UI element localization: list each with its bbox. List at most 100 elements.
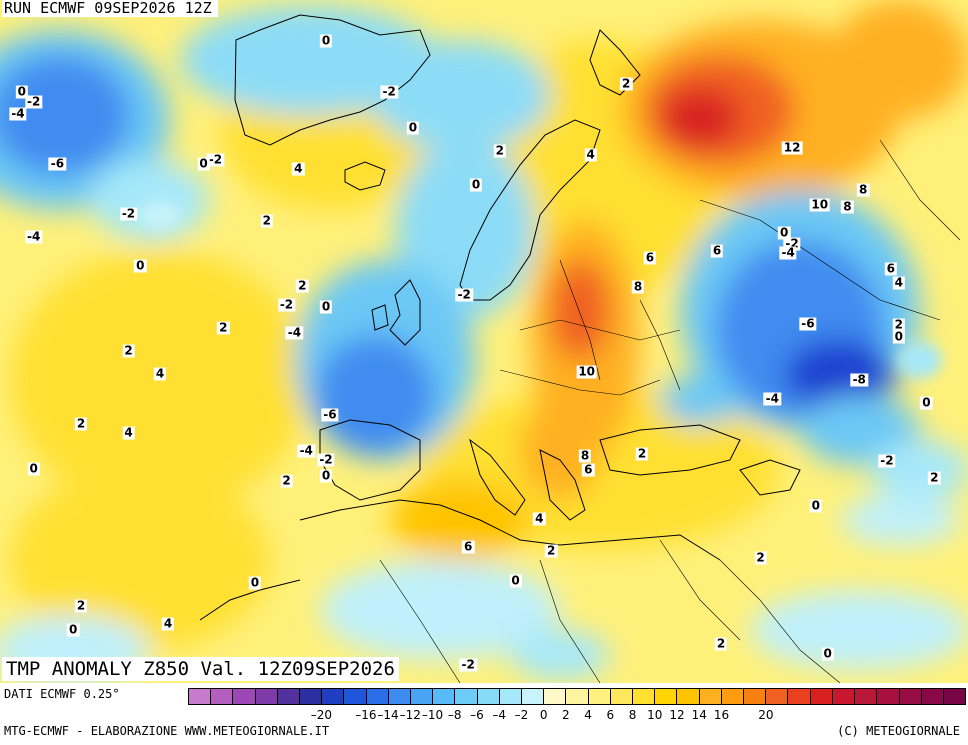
data-source-label: DATI ECMWF 0.25° [4, 687, 120, 701]
contour-label: 0 [27, 461, 40, 476]
colorbar-swatch [877, 689, 900, 704]
contour-label: 4 [122, 425, 135, 440]
colorbar-tick-label: 8 [628, 708, 637, 722]
colorbar-swatch [588, 689, 611, 704]
colorbar-swatch [411, 689, 434, 704]
colorbar-tick-label: –4 [492, 708, 507, 722]
colorbar-swatch [744, 689, 767, 704]
contour-label: 8 [857, 182, 870, 197]
colorbar-tick-label: –10 [421, 708, 444, 722]
anomaly-map[interactable]: 0 0 -2 -4 -6 -2 0 2 -2 0 4 2 4 12 0 8 -2 10 8 2 -4 0 -2 -4 6 6 0 6 4… [0, 0, 968, 683]
contour-label: 0 [406, 120, 420, 135]
colorbar-swatch [810, 689, 833, 704]
colorbar-tick-label: –2 [514, 708, 529, 722]
balkans-coast [539, 449, 586, 521]
contour-label: -2 [380, 84, 398, 98]
contour-label: 4 [892, 275, 905, 290]
colorbar-swatch [699, 689, 722, 704]
contour-label: 2 [296, 278, 309, 293]
contour-label: 2 [544, 543, 558, 558]
contour-label: 0 [821, 646, 834, 661]
anomaly-field [0, 0, 968, 683]
colorbar-tick-label: 10 [647, 708, 663, 722]
contour-label: -2 [317, 452, 335, 467]
contour-label: 2 [754, 550, 767, 565]
contour-label: 2 [74, 598, 88, 613]
west-africa-coast [199, 579, 301, 621]
iceland-coast [344, 161, 386, 191]
contour-label: 8 [841, 199, 854, 214]
contour-label: 0 [319, 299, 333, 314]
contour-label: -2 [25, 94, 43, 109]
contour-label: -2 [206, 152, 225, 167]
colorbar-tick-label: 2 [562, 708, 570, 722]
colorbar-swatch [855, 689, 878, 704]
colorbar-swatch [189, 689, 212, 704]
contour-label: 2 [635, 446, 649, 461]
contour-label: 0 [469, 177, 483, 192]
colorbar-ticks: –20 –16 –14 –12 –10 –8 –6 –4 –2 0 2 4 6 8 10 12 14 16 20 [188, 708, 966, 722]
colorbar-swatch [832, 689, 856, 704]
contour-label: 0 [67, 622, 80, 637]
contour-label: 12 [781, 140, 803, 155]
contour-label: 6 [884, 261, 898, 276]
colorbar-tick-label: 14 [691, 708, 707, 722]
colorbar-swatch [544, 689, 567, 704]
contour-label: 2 [74, 416, 88, 431]
contour-label: 0 [778, 225, 791, 240]
contour-label: 8 [631, 279, 645, 294]
contour-label: 8 [578, 448, 592, 462]
colorbar-swatch [255, 689, 278, 704]
contour-label: 6 [643, 250, 657, 265]
contour-label: -2 [455, 287, 473, 302]
colorbar-tick-label: –6 [470, 708, 484, 722]
colorbar-swatch [899, 689, 922, 704]
contour-label: -8 [850, 372, 868, 387]
contour-label: 4 [584, 147, 597, 162]
colorbar-tick-label: 20 [758, 708, 774, 722]
contour-label: 2 [217, 320, 230, 335]
colorbar-swatch [455, 689, 478, 704]
anomaly-details [138, 201, 942, 378]
contour-label: -2 [277, 297, 296, 312]
contour-label: -4 [779, 245, 797, 260]
contour-label: 6 [462, 539, 475, 553]
contour-label: 4 [533, 511, 546, 526]
contour-label: 0 [892, 329, 905, 344]
anomaly-blobs [0, 0, 968, 683]
kola-coast [589, 29, 641, 96]
contour-label: -4 [9, 106, 27, 121]
colorbar-swatch [943, 689, 966, 704]
colorbar-swatch [766, 689, 789, 704]
colorbar-swatch [566, 689, 589, 704]
colorbar-swatch [477, 689, 500, 704]
contour-label: 6 [582, 462, 595, 477]
contour-label: 0 [15, 84, 29, 98]
borders [379, 139, 961, 683]
contour-label: -4 [25, 229, 43, 244]
contour-label: 2 [122, 343, 135, 358]
contour-label: -6 [321, 407, 339, 422]
contour-label: 0 [319, 468, 333, 483]
contour-label: 4 [161, 616, 175, 631]
colorbar-tick-label: 16 [713, 708, 730, 722]
colorbar-swatch [655, 689, 678, 704]
contour-label: 0 [920, 395, 933, 410]
contour-label: 2 [280, 473, 293, 488]
colorbar-swatch [921, 689, 944, 704]
colorbar-tick-label: 12 [669, 708, 685, 722]
colorbar-swatch [211, 689, 234, 704]
contour-label: 2 [892, 317, 905, 332]
ireland-coast [371, 304, 389, 331]
contour-label: 10 [576, 364, 598, 379]
colorbar-swatch [677, 689, 700, 704]
caspian-coast [739, 459, 801, 496]
colorbar-swatch [610, 689, 634, 704]
contour-label: 4 [153, 366, 167, 381]
variable-title: TMP ANOMALY Z850 Val. 12Z09SEP2026 [2, 657, 399, 681]
contour-label: 0 [248, 575, 262, 590]
colorbar-swatch [322, 689, 345, 704]
colorbar-tick-label: –8 [447, 708, 462, 722]
contour-label: 2 [493, 143, 506, 158]
